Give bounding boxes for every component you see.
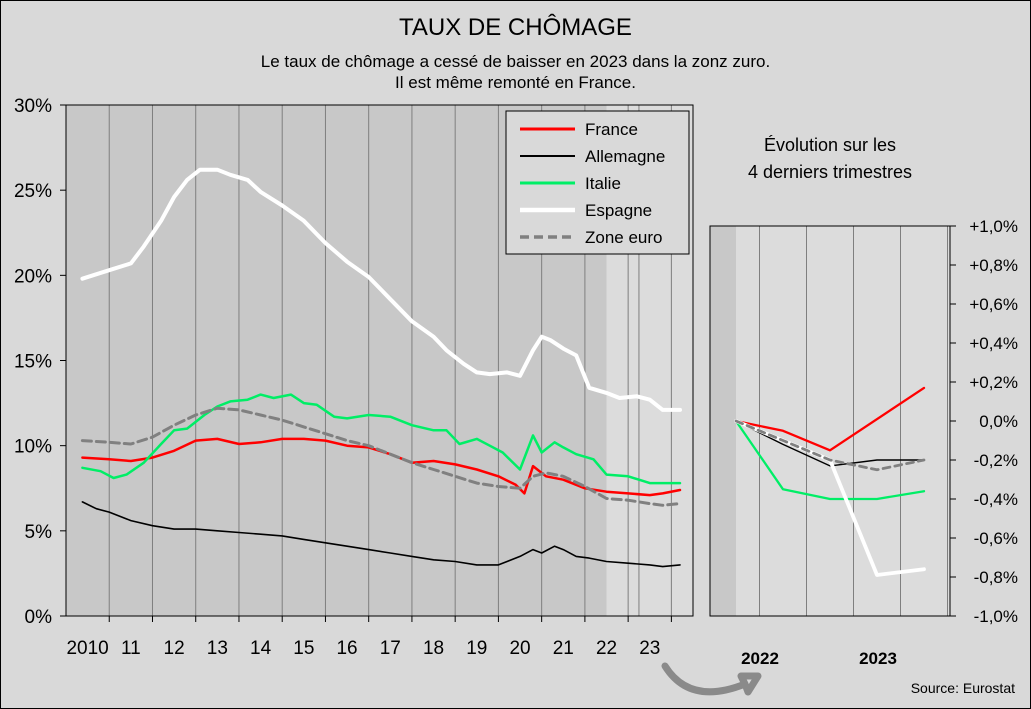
side-series-line-allemagne bbox=[735, 420, 925, 467]
legend-label-italie: Italie bbox=[585, 174, 621, 193]
side-note-line1: Évolution sur les bbox=[763, 135, 897, 155]
main-x-tick-label: 15 bbox=[293, 638, 314, 659]
side-y-tick-label: -0,4% bbox=[974, 490, 1018, 509]
main-x-tick-label: 20 bbox=[509, 638, 530, 659]
main-x-tick-label: 2010 bbox=[66, 638, 108, 659]
side-plot-border bbox=[709, 225, 951, 617]
side-y-tick-label: +1,0% bbox=[969, 217, 1018, 236]
main-y-tick-label: 30% bbox=[14, 96, 52, 117]
main-x-tick-label: 11 bbox=[121, 638, 141, 659]
side-y-tick-label: +0,8% bbox=[969, 256, 1018, 275]
main-x-tick-label: 21 bbox=[553, 638, 574, 659]
series-line-espagne bbox=[80, 167, 682, 412]
source-label: Source: Eurostat bbox=[910, 680, 1015, 696]
main-plot-border bbox=[65, 104, 694, 617]
chart-subtitle-line2: Il est même remonté en France. bbox=[395, 73, 636, 92]
series-line-allemagne bbox=[81, 501, 681, 568]
legend-label-allemagne: Allemagne bbox=[585, 147, 665, 166]
main-x-tick-label: 19 bbox=[466, 638, 487, 659]
main-x-tick-label: 17 bbox=[380, 638, 401, 659]
main-x-tick-label: 14 bbox=[250, 638, 272, 659]
main-y-tick-label: 0% bbox=[25, 607, 53, 628]
main-x-tick-label: 18 bbox=[423, 638, 444, 659]
legend-label-espagne: Espagne bbox=[585, 201, 652, 220]
main-x-tick-label: 16 bbox=[336, 638, 357, 659]
legend-label-zone-euro: Zone euro bbox=[585, 228, 663, 247]
side-y-tick-label: 0,0% bbox=[979, 412, 1018, 431]
chart-title: TAUX DE CHÔMAGE bbox=[399, 14, 632, 41]
side-y-tick-label: +0,2% bbox=[969, 373, 1018, 392]
main-x-tick-label: 13 bbox=[207, 638, 228, 659]
side-note-line2: 4 derniers trimestres bbox=[747, 162, 913, 182]
main-y-tick-label: 20% bbox=[14, 266, 52, 287]
side-y-tick-label: +0,4% bbox=[969, 334, 1018, 353]
main-y-tick-label: 5% bbox=[25, 522, 53, 543]
legend-label-france: France bbox=[585, 120, 638, 139]
side-y-tick-label: -0,2% bbox=[974, 451, 1018, 470]
side-series-line-zone-euro bbox=[734, 419, 926, 472]
series-line-italie bbox=[81, 393, 682, 485]
main-y-tick-label: 15% bbox=[14, 352, 52, 373]
side-highlight-band bbox=[736, 226, 950, 616]
main-x-tick-label: 23 bbox=[639, 638, 660, 659]
side-series-line-france bbox=[734, 386, 926, 452]
chart-subtitle-line1: Le taux de chômage a cessé de baisser en… bbox=[260, 52, 771, 71]
side-x-tick-label: 2022 bbox=[741, 649, 779, 668]
curved-arrow-icon bbox=[661, 662, 762, 696]
side-y-tick-label: -0,6% bbox=[974, 529, 1018, 548]
side-x-tick-label: 2023 bbox=[859, 649, 897, 668]
series-line-zone-euro bbox=[80, 406, 682, 507]
side-series-line-italie bbox=[734, 419, 926, 501]
side-note: Évolution sur les 4 derniers trimestres bbox=[720, 132, 940, 186]
main-x-tick-label: 12 bbox=[164, 638, 185, 659]
main-x-tick-label: 22 bbox=[596, 638, 617, 659]
main-y-tick-label: 25% bbox=[14, 181, 52, 202]
main-y-tick-label: 10% bbox=[14, 437, 52, 458]
side-y-tick-label: +0,6% bbox=[969, 295, 1018, 314]
side-y-tick-label: -1,0% bbox=[974, 607, 1018, 626]
side-y-tick-label: -0,8% bbox=[974, 568, 1018, 587]
